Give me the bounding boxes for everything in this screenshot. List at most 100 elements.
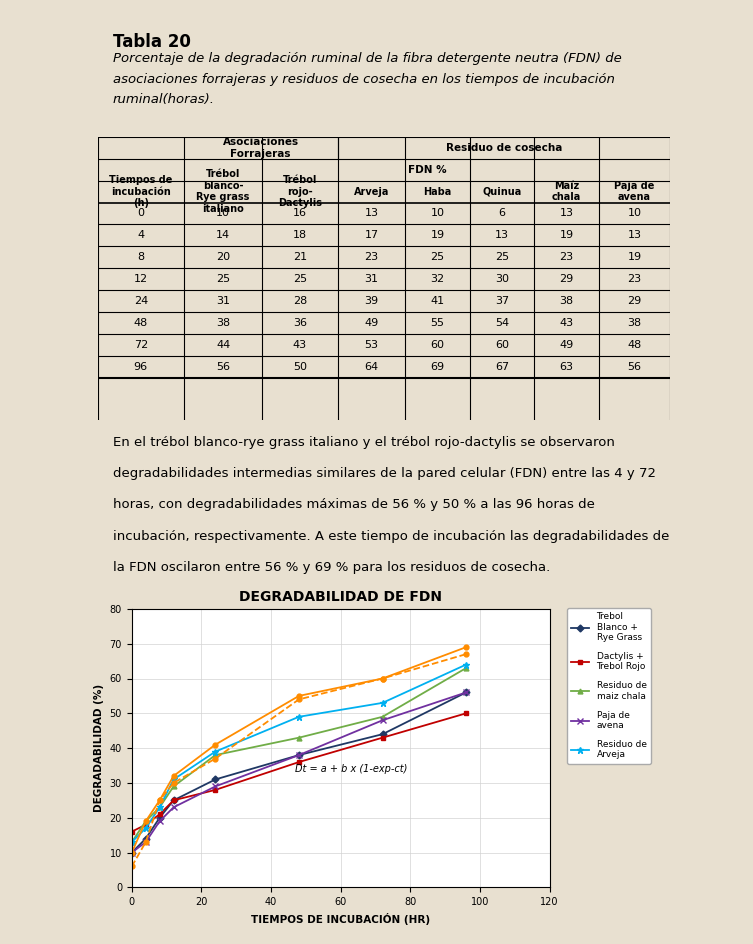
Text: 23: 23 bbox=[364, 252, 379, 262]
Quinua bbox=[155, 795, 164, 806]
Residuo de
maiz chala bbox=[462, 663, 471, 674]
Dactylis +
Trebol Rojo bbox=[211, 784, 220, 796]
Paja de
avena bbox=[211, 781, 220, 792]
Residuo de
Arveja bbox=[462, 659, 471, 670]
Text: 39: 39 bbox=[364, 296, 379, 306]
Y-axis label: DEGRADABILIDAD (%): DEGRADABILIDAD (%) bbox=[94, 684, 104, 812]
Residuo de
Arveja bbox=[294, 711, 303, 722]
Haba bbox=[211, 739, 220, 750]
Haba bbox=[169, 770, 178, 782]
Residuo de
Arveja bbox=[211, 746, 220, 757]
Text: 38: 38 bbox=[216, 318, 230, 328]
Line: Residuo de
maiz chala: Residuo de maiz chala bbox=[130, 666, 468, 845]
Text: 23: 23 bbox=[627, 274, 642, 284]
Text: 48: 48 bbox=[627, 340, 642, 350]
Text: horas, con degradabilidades máximas de 56 % y 50 % a las 96 horas de: horas, con degradabilidades máximas de 5… bbox=[113, 498, 595, 512]
Text: 30: 30 bbox=[495, 274, 509, 284]
Text: 19: 19 bbox=[627, 252, 642, 262]
Text: ruminal(horas).: ruminal(horas). bbox=[113, 93, 215, 107]
Residuo de
maiz chala bbox=[141, 816, 150, 827]
Text: 43: 43 bbox=[293, 340, 307, 350]
Text: degradabilidades intermedias similares de la pared celular (FDN) entre las 4 y 7: degradabilidades intermedias similares d… bbox=[113, 467, 656, 480]
Text: Tabla 20: Tabla 20 bbox=[113, 33, 191, 51]
Text: 31: 31 bbox=[216, 296, 230, 306]
Dactylis +
Trebol Rojo bbox=[462, 708, 471, 719]
Haba bbox=[155, 795, 164, 806]
Paja de
avena bbox=[169, 801, 178, 813]
Text: 64: 64 bbox=[364, 362, 379, 372]
Text: 67: 67 bbox=[495, 362, 509, 372]
Haba bbox=[378, 673, 387, 684]
Trebol
Blanco +
Rye Grass bbox=[462, 687, 471, 699]
Quinua bbox=[294, 694, 303, 705]
Dactylis +
Trebol Rojo bbox=[127, 826, 136, 837]
Text: 49: 49 bbox=[364, 318, 379, 328]
Residuo de
Arveja bbox=[169, 774, 178, 785]
Text: asociaciones forrajeras y residuos de cosecha en los tiempos de incubación: asociaciones forrajeras y residuos de co… bbox=[113, 73, 615, 86]
Text: 21: 21 bbox=[293, 252, 307, 262]
Trebol
Blanco +
Rye Grass bbox=[378, 729, 387, 740]
Line: Haba: Haba bbox=[130, 645, 468, 855]
Text: 56: 56 bbox=[627, 362, 642, 372]
Text: incubación, respectivamente. A este tiempo de incubación las degradabilidades de: incubación, respectivamente. A este tiem… bbox=[113, 530, 669, 543]
Quinua bbox=[141, 836, 150, 848]
Text: 44: 44 bbox=[216, 340, 230, 350]
Text: 28: 28 bbox=[293, 296, 307, 306]
Text: 29: 29 bbox=[559, 274, 574, 284]
Text: 69: 69 bbox=[431, 362, 445, 372]
Dactylis +
Trebol Rojo bbox=[141, 819, 150, 831]
Text: Paja de
avena: Paja de avena bbox=[614, 181, 654, 202]
Text: 36: 36 bbox=[293, 318, 307, 328]
Dactylis +
Trebol Rojo bbox=[169, 795, 178, 806]
Text: 10: 10 bbox=[627, 209, 642, 218]
Text: 37: 37 bbox=[495, 296, 509, 306]
Text: 25: 25 bbox=[293, 274, 307, 284]
Residuo de
Arveja bbox=[141, 822, 150, 834]
Line: Residuo de
Arveja: Residuo de Arveja bbox=[128, 661, 470, 846]
Text: 18: 18 bbox=[293, 230, 307, 241]
Paja de
avena bbox=[378, 715, 387, 726]
Text: Trébol
blanco-
Rye grass
italiano: Trébol blanco- Rye grass italiano bbox=[197, 169, 250, 214]
Paja de
avena bbox=[127, 847, 136, 858]
Line: Trebol
Blanco +
Rye Grass: Trebol Blanco + Rye Grass bbox=[130, 690, 468, 855]
Text: 25: 25 bbox=[216, 274, 230, 284]
Text: 32: 32 bbox=[431, 274, 445, 284]
Text: 13: 13 bbox=[495, 230, 509, 241]
Text: 38: 38 bbox=[627, 318, 642, 328]
Text: 10: 10 bbox=[431, 209, 445, 218]
Text: 13: 13 bbox=[559, 209, 574, 218]
Text: 12: 12 bbox=[134, 274, 148, 284]
Text: Arveja: Arveja bbox=[354, 187, 389, 196]
Quinua bbox=[169, 777, 178, 788]
Text: 14: 14 bbox=[216, 230, 230, 241]
Paja de
avena bbox=[141, 836, 150, 848]
Text: 53: 53 bbox=[364, 340, 379, 350]
Residuo de
maiz chala bbox=[211, 750, 220, 761]
Trebol
Blanco +
Rye Grass bbox=[294, 750, 303, 761]
Trebol
Blanco +
Rye Grass bbox=[211, 774, 220, 785]
Text: 43: 43 bbox=[559, 318, 574, 328]
Text: 25: 25 bbox=[495, 252, 509, 262]
Text: Maíz
chala: Maíz chala bbox=[552, 181, 581, 202]
Text: 48: 48 bbox=[134, 318, 148, 328]
Text: 72: 72 bbox=[134, 340, 148, 350]
Trebol
Blanco +
Rye Grass bbox=[127, 847, 136, 858]
Text: 29: 29 bbox=[627, 296, 642, 306]
Text: 13: 13 bbox=[627, 230, 642, 241]
Residuo de
Arveja bbox=[155, 801, 164, 813]
Text: 19: 19 bbox=[559, 230, 574, 241]
Residuo de
maiz chala bbox=[155, 801, 164, 813]
Haba bbox=[462, 642, 471, 653]
Text: 49: 49 bbox=[559, 340, 574, 350]
Text: 38: 38 bbox=[559, 296, 574, 306]
Text: 56: 56 bbox=[216, 362, 230, 372]
Text: 19: 19 bbox=[431, 230, 445, 241]
Dactylis +
Trebol Rojo bbox=[378, 732, 387, 743]
Text: 0: 0 bbox=[137, 209, 145, 218]
Text: 13: 13 bbox=[364, 209, 379, 218]
Text: Trébol
rojo-
Dactylis: Trébol rojo- Dactylis bbox=[278, 175, 322, 209]
Text: 8: 8 bbox=[137, 252, 145, 262]
Haba bbox=[294, 690, 303, 701]
Quinua bbox=[127, 861, 136, 872]
X-axis label: TIEMPOS DE INCUBACIÓN (HR): TIEMPOS DE INCUBACIÓN (HR) bbox=[252, 913, 430, 924]
